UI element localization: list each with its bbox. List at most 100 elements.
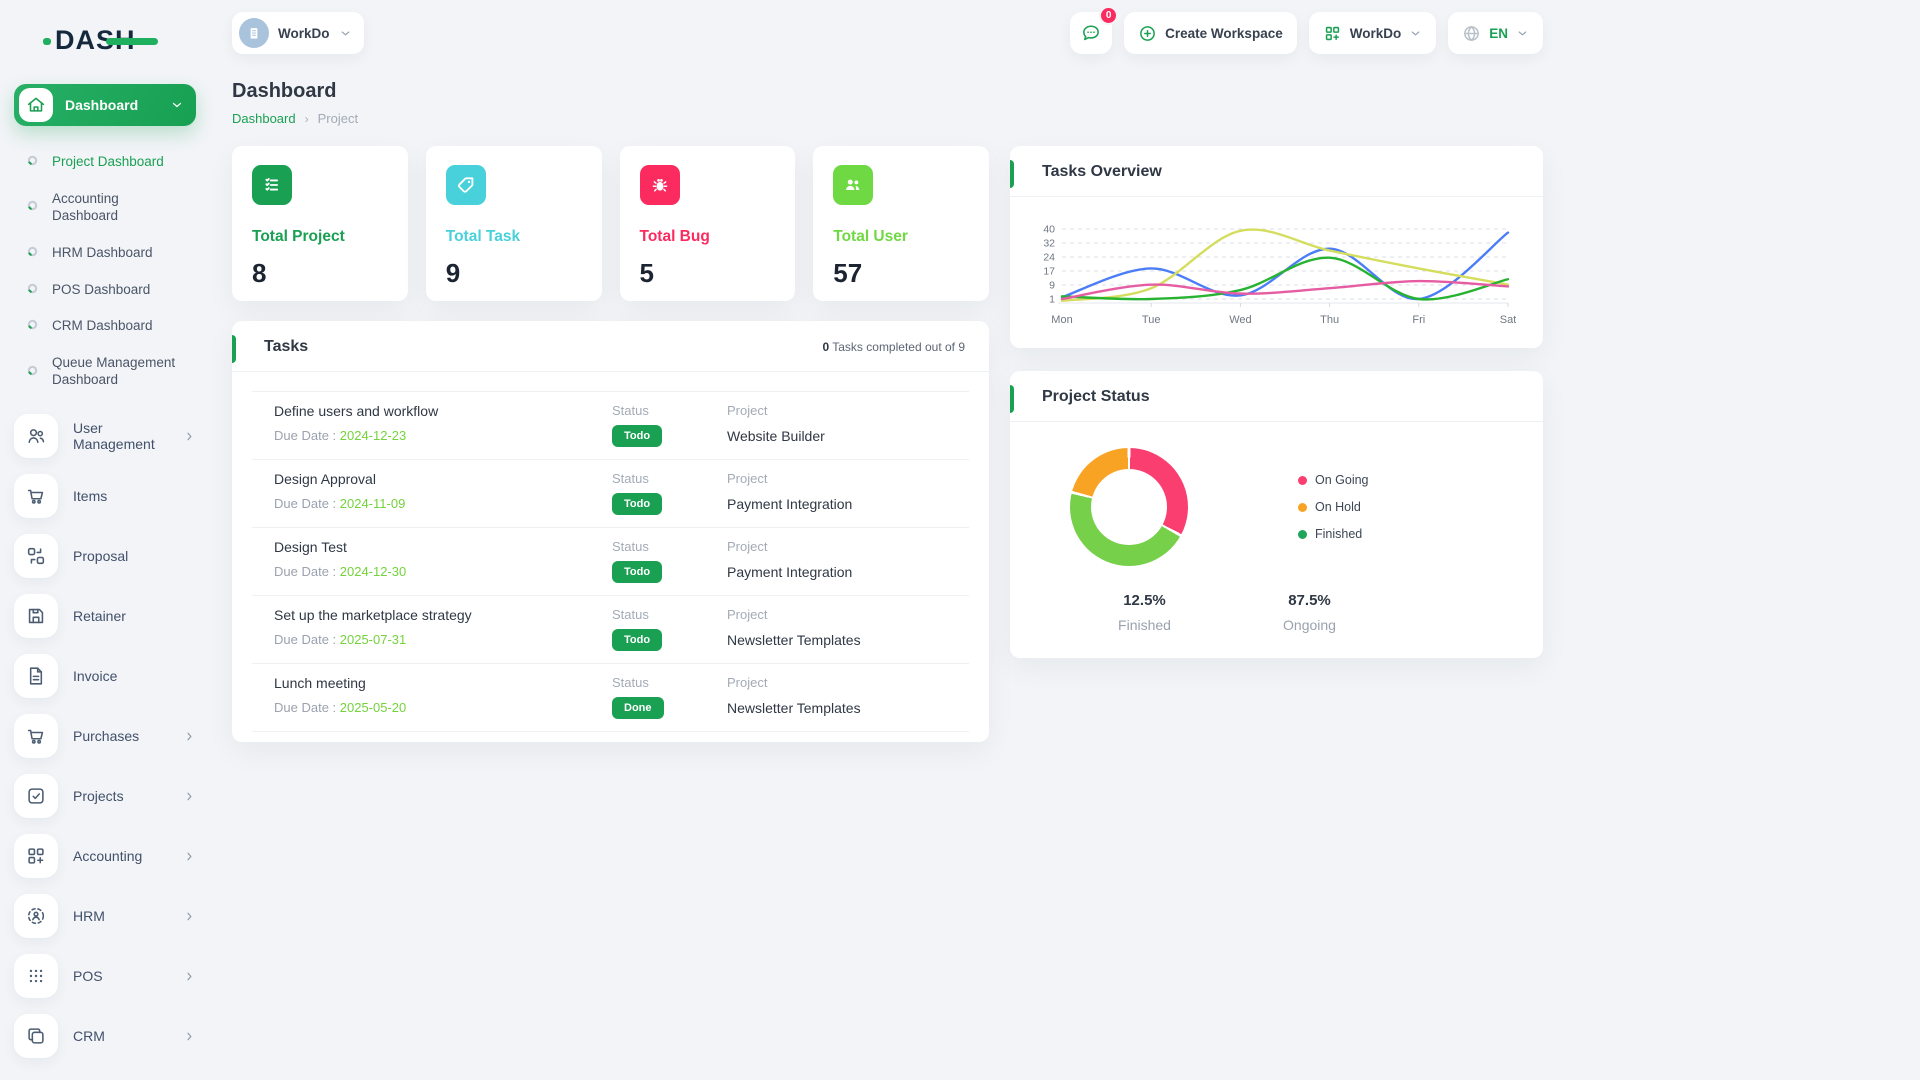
sidebar-item-proposal[interactable]: Proposal	[0, 529, 210, 583]
document-icon	[25, 665, 47, 687]
topbar-actions: 0 Create Workspace WorkDo EN	[1070, 6, 1543, 54]
stat-card-total-user: Total User 57	[813, 146, 989, 301]
donut-legend: On Going On Hold Finished	[1298, 473, 1369, 541]
sidebar-subitem-pos-dashboard[interactable]: POS Dashboard	[0, 272, 210, 309]
cart-icon	[25, 485, 47, 507]
sidebar-item-purchases[interactable]: Purchases	[0, 709, 210, 763]
breadcrumb-dashboard-link[interactable]: Dashboard	[232, 111, 296, 126]
task-status-badge: Todo	[612, 425, 663, 447]
list-check-icon	[252, 165, 292, 205]
stat-value: 8	[252, 258, 267, 288]
sidebar-subitem-project-dashboard[interactable]: Project Dashboard	[0, 144, 210, 181]
svg-text:17: 17	[1043, 266, 1055, 278]
create-workspace-button[interactable]: Create Workspace	[1124, 12, 1297, 54]
building-icon	[245, 24, 263, 42]
sidebar-item-retainer[interactable]: Retainer	[0, 589, 210, 643]
swap-grid-icon	[25, 545, 47, 567]
status-column-label: Status	[612, 539, 649, 554]
globe-icon	[1462, 24, 1481, 43]
svg-text:1: 1	[1049, 294, 1055, 306]
home-icon	[25, 94, 47, 116]
page-head: Dashboard Dashboard › Project	[232, 80, 1543, 126]
project-status-stats: 12.5% Finished 87.5% Ongoing	[1010, 592, 1543, 633]
workspace-avatar	[239, 18, 269, 48]
svg-text:Thu: Thu	[1320, 314, 1339, 326]
bug-icon	[639, 165, 680, 205]
task-row: Design Test Due Date : 2024-12-30 Status To…	[252, 528, 969, 596]
sidebar-dashboard-submenu: Project Dashboard Accounting Dashboard HRM…	[0, 140, 210, 409]
dots-grid-icon	[25, 965, 47, 987]
task-status-badge: Done	[612, 697, 664, 719]
sidebar-subitem-queue-management-dashboard[interactable]: Queue Management Dashboard	[0, 345, 210, 399]
svg-text:9: 9	[1049, 280, 1055, 292]
svg-text:Fri: Fri	[1412, 314, 1425, 326]
stat-card-total-bug: Total Bug 5	[619, 146, 796, 301]
tasks-overview-card: Tasks Overview 40 32 24 17 9 1 Mon Tue Wed Thu Fri…	[1010, 146, 1543, 348]
project-column-label: Project	[727, 403, 768, 418]
sidebar-item-dashboard[interactable]: Dashboard	[14, 84, 196, 126]
ring-icon	[27, 245, 38, 262]
sidebar-item-items[interactable]: Items	[0, 469, 210, 523]
status-column-label: Status	[612, 675, 649, 690]
chevron-down-icon	[1409, 27, 1422, 40]
chevron-right-icon	[183, 850, 196, 863]
breadcrumb-separator: ›	[304, 111, 309, 126]
chevron-right-icon	[183, 970, 196, 983]
sidebar-subitem-accounting-dashboard[interactable]: Accounting Dashboard	[0, 181, 210, 235]
content: Dashboard Dashboard › Project Total Proj…	[232, 80, 1543, 742]
sidebar-item-crm[interactable]: CRM	[0, 1009, 210, 1063]
sidebar-subitem-crm-dashboard[interactable]: CRM Dashboard	[0, 308, 210, 345]
svg-text:24: 24	[1043, 252, 1055, 264]
language-selector[interactable]: EN	[1448, 12, 1543, 54]
task-status-badge: Todo	[612, 493, 663, 515]
target-user-icon	[25, 905, 47, 927]
task-title: Set up the marketplace strategy	[274, 607, 472, 623]
grid-plus-icon	[25, 845, 47, 867]
task-due-date: Due Date : 2024-12-30	[274, 564, 407, 579]
tasks-list: Define users and workflow Due Date : 2024…	[252, 372, 969, 732]
project-column-label: Project	[727, 471, 768, 486]
stat-label: Total User	[833, 228, 908, 245]
overlap-squares-icon	[25, 1025, 47, 1047]
ring-icon	[27, 154, 38, 171]
legend-dot	[1298, 502, 1307, 512]
task-row: Lunch meeting Due Date : 2025-05-20 Status…	[252, 664, 969, 732]
breadcrumb: Dashboard › Project	[232, 111, 1543, 126]
messages-button[interactable]: 0	[1070, 6, 1119, 54]
sidebar-subitem-hrm-dashboard[interactable]: HRM Dashboard	[0, 235, 210, 272]
sidebar-item-projects[interactable]: Projects	[0, 769, 210, 823]
chevron-right-icon	[183, 430, 196, 443]
workspace-selector[interactable]: WorkDo	[232, 12, 364, 54]
card-accent-bar	[1010, 385, 1014, 413]
topbar: WorkDo 0 Create Workspace WorkDo	[232, 0, 1543, 58]
chevron-right-icon	[183, 790, 196, 803]
workspace-name: WorkDo	[278, 25, 330, 41]
stat-cards: Total Project 8 Total Task 9 Total Bug 5 Total…	[232, 146, 989, 301]
users-fill-icon	[833, 165, 874, 205]
sidebar-item-pos[interactable]: POS	[0, 949, 210, 1003]
ring-icon	[27, 199, 38, 216]
tasks-overview-chart: 40 32 24 17 9 1 Mon Tue Wed Thu Fri Sat	[1010, 197, 1543, 341]
stat-card-total-project: Total Project 8	[232, 146, 408, 301]
stat-label: Total Project	[252, 228, 345, 245]
svg-text:Sat: Sat	[1500, 314, 1516, 326]
sidebar-item-hrm[interactable]: HRM	[0, 889, 210, 943]
card-accent-bar	[1010, 160, 1014, 188]
sidebar-item-user-management[interactable]: User Management	[0, 409, 210, 463]
status-stat-ongoing: 87.5% Ongoing	[1283, 592, 1336, 633]
status-column-label: Status	[612, 607, 649, 622]
svg-text:32: 32	[1043, 238, 1055, 250]
task-project: Newsletter Templates	[727, 632, 861, 648]
legend-item-on-going: On Going	[1298, 473, 1369, 487]
chevron-down-icon	[339, 27, 352, 40]
sidebar-nav: User Management Items Proposal Retainer Invo…	[0, 409, 210, 1063]
task-status-badge: Todo	[612, 561, 663, 583]
svg-text:Wed: Wed	[1229, 314, 1251, 326]
sidebar-item-invoice[interactable]: Invoice	[0, 649, 210, 703]
sidebar-item-accounting[interactable]: Accounting	[0, 829, 210, 883]
project-column-label: Project	[727, 607, 768, 622]
task-title: Design Test	[274, 539, 347, 555]
workspace-dropdown[interactable]: WorkDo	[1308, 12, 1437, 54]
users-icon	[25, 425, 47, 447]
tag-icon	[445, 165, 486, 205]
